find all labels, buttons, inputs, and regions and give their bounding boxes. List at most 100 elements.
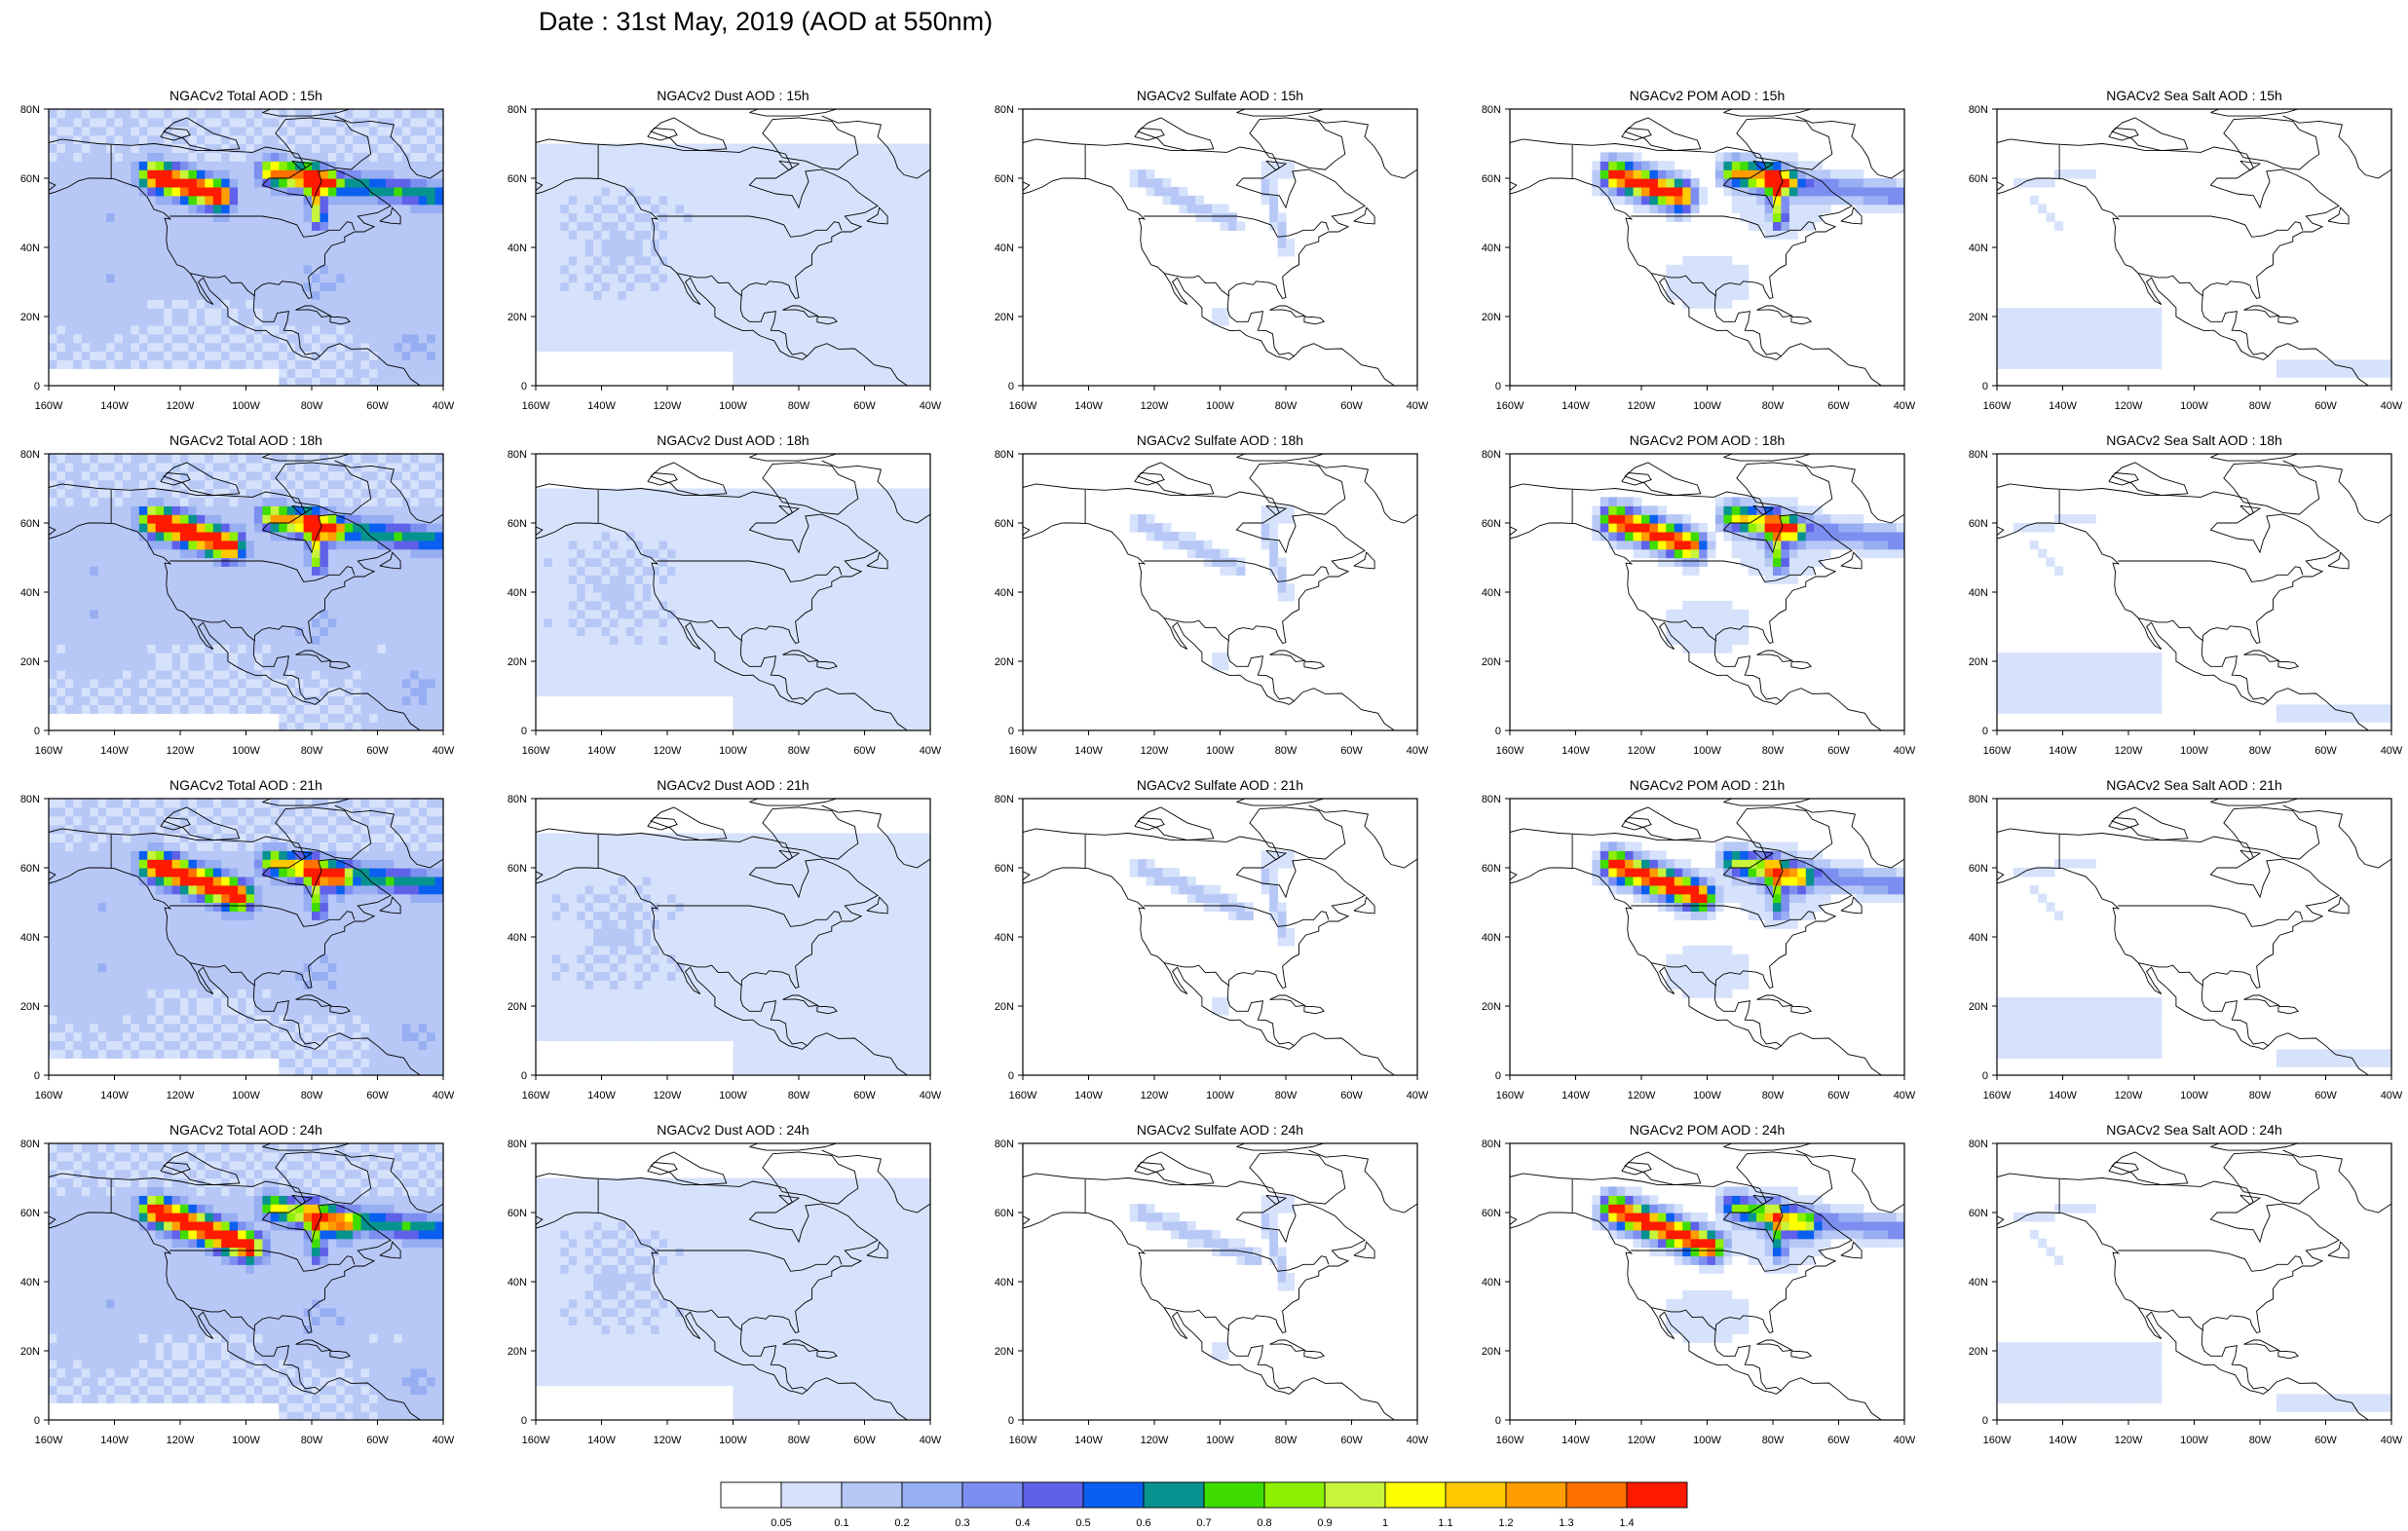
aod-field [1129, 505, 1295, 671]
lat-tick-label: 80N [1482, 104, 1501, 116]
lat-tick-label: 0 [1495, 726, 1501, 737]
lat-tick-label: 0 [1008, 726, 1014, 737]
lat-tick-label: 80N [1482, 1139, 1501, 1150]
lon-tick-label: 100W [1693, 400, 1721, 412]
lon-tick-label: 140W [587, 1090, 616, 1102]
colorbar-swatch [1565, 1481, 1628, 1509]
lat-tick-label: 60N [1482, 1208, 1501, 1219]
lat-tick-label: 0 [521, 726, 527, 737]
lat-tick-label: 0 [1008, 381, 1014, 392]
lon-tick-label: 160W [522, 400, 550, 412]
coastlines [49, 109, 443, 386]
lon-tick-label: 60W [2314, 400, 2337, 412]
lon-tick-label: 80W [301, 1435, 323, 1446]
lon-tick-label: 80W [1762, 745, 1785, 757]
lon-tick-label: 60W [1340, 1090, 1363, 1102]
lon-tick-label: 120W [2115, 400, 2143, 412]
lon-tick-label: 160W [522, 1435, 550, 1446]
panel-title: NGACv2 Sulfate AOD : 24h [1137, 1122, 1303, 1138]
map-panel: 160W 140W 120W 100W 80W 60W 40W 0 20N 40N 60N 80N NG… [995, 432, 1429, 757]
lat-tick-label: 40N [1482, 932, 1501, 944]
colorbar-swatch [841, 1481, 903, 1509]
colorbar-swatch [1626, 1481, 1688, 1509]
panel-title: NGACv2 Total AOD : 18h [169, 432, 322, 448]
lon-tick-label: 60W [1340, 1435, 1363, 1446]
lon-tick-label: 80W [2249, 745, 2272, 757]
lat-tick-label: 40N [995, 243, 1014, 254]
panel-title: NGACv2 Dust AOD : 15h [657, 88, 809, 103]
colorbar-label: 0.9 [1317, 1517, 1332, 1529]
panel-title: NGACv2 Dust AOD : 18h [657, 432, 809, 448]
map-panel: 160W 140W 120W 100W 80W 60W 40W 0 20N 40N 60N 80N NG… [1482, 432, 1916, 757]
lon-tick-label: 100W [232, 1435, 260, 1446]
lat-tick-label: 60N [1482, 863, 1501, 875]
lat-tick-label: 20N [508, 656, 527, 668]
lon-tick-label: 120W [2115, 745, 2143, 757]
lat-tick-label: 40N [508, 932, 527, 944]
lon-tick-label: 160W [522, 1090, 550, 1102]
lon-tick-label: 160W [1983, 1435, 2012, 1446]
panel-title: NGACv2 Sea Salt AOD : 15h [2106, 88, 2282, 103]
lon-tick-label: 80W [1275, 1435, 1298, 1446]
lat-tick-label: 80N [995, 449, 1014, 461]
lat-tick-label: 40N [508, 587, 527, 599]
panel-title: NGACv2 Sulfate AOD : 21h [1137, 777, 1303, 793]
lon-tick-label: 40W [433, 1090, 455, 1102]
lon-tick-label: 40W [433, 1435, 455, 1446]
lon-tick-label: 120W [2115, 1435, 2143, 1446]
lon-tick-label: 60W [1827, 745, 1850, 757]
figure-title: Date : 31st May, 2019 (AOD at 550nm) [538, 7, 994, 36]
lon-tick-label: 60W [2314, 1090, 2337, 1102]
colorbar-label: 1.4 [1619, 1517, 1634, 1529]
aod-field [1129, 850, 1295, 1016]
lon-tick-label: 80W [2249, 400, 2272, 412]
lat-tick-label: 60N [20, 863, 40, 875]
lat-tick-label: 80N [1482, 794, 1501, 805]
lat-tick-label: 20N [1969, 312, 1988, 323]
lat-tick-label: 0 [1982, 381, 1988, 392]
lon-tick-label: 60W [1827, 1435, 1850, 1446]
colorbar-swatch [1445, 1481, 1507, 1509]
aod-field [1592, 152, 1904, 309]
lon-tick-label: 160W [1496, 400, 1524, 412]
lat-tick-label: 60N [508, 863, 527, 875]
map-panel: 160W 140W 120W 100W 80W 60W 40W 0 20N 40N 60N 80N NG… [20, 432, 455, 757]
lon-tick-label: 40W [920, 400, 942, 412]
lat-tick-label: 40N [508, 243, 527, 254]
lat-tick-label: 40N [1969, 243, 1988, 254]
lon-tick-label: 120W [1141, 745, 1169, 757]
lon-tick-label: 120W [1628, 745, 1656, 757]
colorbar-label: 0.3 [955, 1517, 969, 1529]
aod-field [1592, 841, 1904, 998]
panel-title: NGACv2 Sulfate AOD : 15h [1137, 88, 1303, 103]
panel-title: NGACv2 POM AOD : 18h [1630, 432, 1786, 448]
coastlines [1510, 109, 1904, 386]
lon-tick-label: 60W [1340, 745, 1363, 757]
lon-tick-label: 140W [1074, 1090, 1103, 1102]
lon-tick-label: 80W [1762, 400, 1785, 412]
aod-field [536, 488, 930, 730]
colorbar-label: 0.6 [1136, 1517, 1150, 1529]
lon-tick-label: 140W [100, 1435, 129, 1446]
aod-field [1997, 169, 2391, 378]
map-panel: 160W 140W 120W 100W 80W 60W 40W 0 20N 40N 60N 80N NG… [1969, 777, 2403, 1102]
lon-tick-label: 120W [654, 400, 682, 412]
panel-title: NGACv2 POM AOD : 15h [1630, 88, 1786, 103]
lon-tick-label: 160W [1983, 745, 2012, 757]
panel-title: NGACv2 POM AOD : 21h [1630, 777, 1786, 793]
lon-tick-label: 80W [1275, 400, 1298, 412]
lon-tick-label: 100W [1206, 1435, 1234, 1446]
lon-tick-label: 160W [1009, 745, 1037, 757]
lon-tick-label: 100W [2180, 745, 2208, 757]
lat-tick-label: 60N [1969, 863, 1988, 875]
lat-tick-label: 20N [20, 1346, 40, 1358]
lat-tick-label: 20N [1482, 312, 1501, 323]
lon-tick-label: 120W [1141, 1435, 1169, 1446]
lon-tick-label: 40W [433, 745, 455, 757]
lon-tick-label: 40W [1407, 400, 1429, 412]
lon-tick-label: 100W [232, 400, 260, 412]
lon-tick-label: 160W [35, 1435, 63, 1446]
lon-tick-label: 140W [1074, 1435, 1103, 1446]
lat-tick-label: 40N [1969, 1277, 1988, 1288]
